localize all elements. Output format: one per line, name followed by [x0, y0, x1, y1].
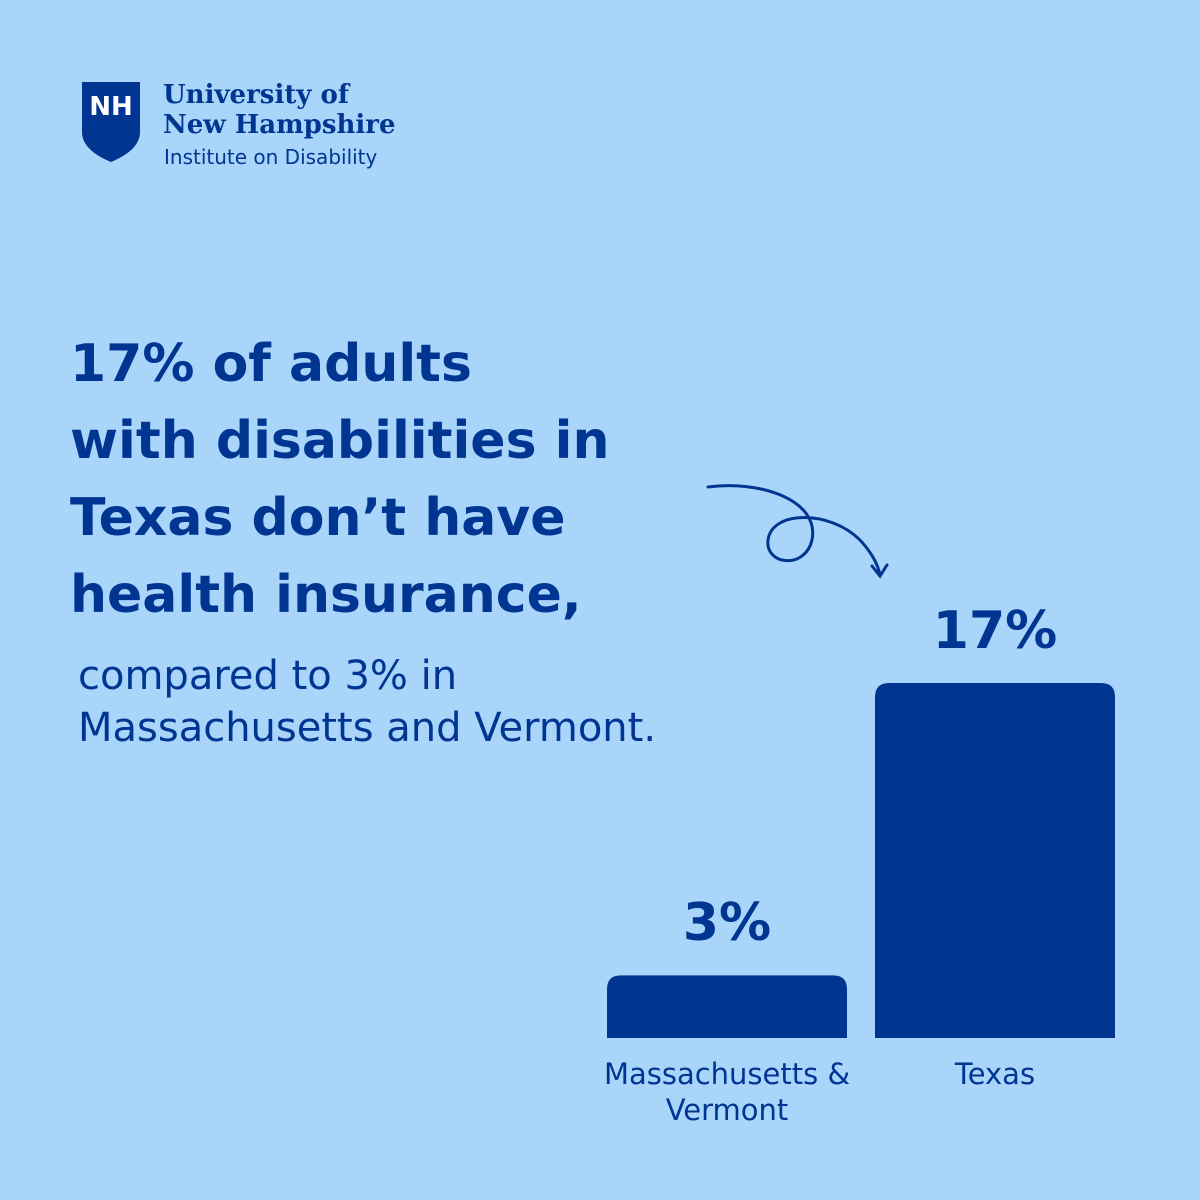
category-label: Texas — [954, 1057, 1036, 1091]
headline: Texas don’t have — [70, 488, 566, 548]
bar — [875, 683, 1115, 1038]
headline: 17% of adults — [70, 334, 472, 394]
arrow — [706, 484, 882, 577]
subheadline: Massachusetts and Vermont. — [78, 705, 657, 751]
bar — [607, 975, 847, 1038]
logo-mark: NH — [89, 92, 133, 122]
category-label: Massachusetts & Vermont — [603, 1057, 851, 1127]
headline: with disabilities in — [70, 411, 610, 471]
value-label: 3% — [682, 893, 772, 954]
value-label: 17% — [932, 601, 1058, 661]
logo-unit: Institute on Disability — [164, 145, 378, 169]
logo-text: University of — [163, 80, 350, 110]
subheadline: compared to 3% in — [78, 653, 458, 699]
logo-text: New Hampshire — [163, 110, 396, 140]
arrow-head — [870, 563, 889, 579]
logo-shield — [82, 82, 140, 162]
headline: health insurance, — [70, 565, 582, 625]
